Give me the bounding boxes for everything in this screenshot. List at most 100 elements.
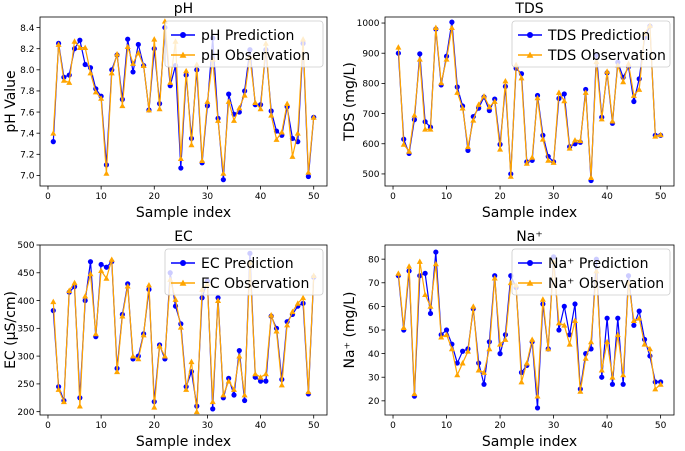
- na-legend-prediction-marker: [527, 260, 533, 266]
- ec-observation-point: [289, 308, 296, 315]
- ph-observation-point: [294, 130, 301, 136]
- ec-observation-point: [273, 328, 280, 334]
- ec-prediction-point: [263, 378, 269, 384]
- tds-x-tick-label: 50: [655, 192, 667, 202]
- ph-observation-point: [145, 106, 152, 113]
- ph-observation-point: [183, 67, 190, 74]
- na-y-tick-label: 20: [368, 397, 380, 407]
- ec-observation-point: [220, 392, 227, 398]
- na-observation-point: [448, 345, 455, 352]
- ph-observation-point: [151, 36, 158, 42]
- na-legend-observation-label: Na⁺ Observation: [548, 276, 664, 292]
- ph-y-tick-label: 8.2: [20, 45, 34, 55]
- tds-observation-point: [454, 89, 461, 95]
- na-observation-point: [566, 341, 573, 347]
- ec-observation-point: [76, 403, 83, 409]
- ph-y-tick-label: 7.2: [20, 151, 34, 161]
- tds-observation-point: [534, 94, 541, 101]
- tds-observation-point: [571, 137, 578, 143]
- na-x-tick-label: 0: [390, 421, 396, 431]
- na-prediction-point: [427, 310, 434, 317]
- tds-prediction-point: [449, 19, 455, 25]
- ec-observation-point: [135, 355, 142, 362]
- na-observation-point: [497, 341, 504, 347]
- ph-legend: pH Prediction pH Observation: [164, 20, 324, 68]
- tds-y-tick-label: 800: [362, 80, 379, 90]
- ec-observation-point: [82, 293, 89, 299]
- na-observation-point: [652, 386, 659, 392]
- ph-prediction-point: [220, 177, 226, 183]
- ec-observation-point: [140, 332, 147, 338]
- na-observation-point: [545, 345, 552, 352]
- ec-legend-observation-marker: [179, 279, 187, 286]
- tds-legend-prediction-label: TDS Prediction: [547, 28, 650, 44]
- ec-prediction-point: [236, 347, 242, 354]
- tds-legend: TDS Prediction TDS Observation: [511, 20, 671, 68]
- na-observation-point: [657, 381, 664, 387]
- ec-observation-point: [193, 408, 200, 415]
- ph-observation-point: [252, 99, 259, 105]
- ph-observation-point: [289, 153, 296, 159]
- tds-y-tick-label: 1000: [357, 19, 380, 29]
- ec-observation-point: [92, 330, 99, 337]
- ec-observation-point: [55, 386, 62, 392]
- ph-observation-point: [177, 155, 184, 161]
- tds-observation-point: [566, 145, 573, 151]
- ph-observation-point: [71, 38, 78, 44]
- ec-legend-prediction-marker: [180, 260, 186, 266]
- na-y-axis-label: Na⁺ (mg/L): [342, 292, 358, 369]
- ph-observation-point: [230, 117, 237, 123]
- tds-y-axis-label: TDS (mg/L): [342, 62, 358, 142]
- ec-observation-point: [172, 296, 179, 302]
- na-prediction-point: [609, 381, 616, 387]
- tds-observation-point: [400, 141, 407, 147]
- tds-observation-point: [555, 89, 562, 95]
- ph-x-tick-label: 10: [95, 192, 107, 202]
- ec-y-axis-label: EC (μS/cm): [3, 291, 19, 369]
- na-observation-point: [523, 360, 530, 366]
- tds-observation-point: [422, 126, 429, 132]
- ec-observation-point: [98, 267, 105, 273]
- ec-observation-point: [230, 386, 237, 392]
- ec-observation-point: [71, 279, 78, 286]
- ph-observation-point: [310, 114, 317, 120]
- ec-panel: 0 10 20 30 40 50 200 250 300 350 400 450 500 EC Sample…: [3, 229, 328, 450]
- na-observation-point: [395, 270, 402, 276]
- tds-prediction-point: [631, 98, 637, 105]
- ph-observation-point: [103, 170, 110, 176]
- ph-prediction-point: [305, 173, 311, 180]
- ph-x-tick-label: 0: [45, 192, 51, 202]
- na-observation-point: [529, 336, 536, 342]
- ec-y-tick-label: 350: [17, 325, 34, 335]
- na-observation-point: [555, 319, 562, 326]
- ec-observation-point: [119, 313, 126, 319]
- ph-legend-observation-label: pH Observation: [201, 48, 310, 64]
- ec-observation-point: [300, 294, 307, 301]
- ph-observation-point: [108, 69, 115, 76]
- tds-observation-point: [395, 44, 402, 50]
- ec-x-tick-label: 50: [308, 421, 320, 431]
- ec-y-tick-label: 400: [17, 297, 34, 307]
- ec-observation-point: [209, 398, 216, 405]
- na-observation-point: [454, 371, 461, 378]
- na-prediction-point: [647, 353, 653, 359]
- tds-y-tick-label: 700: [362, 110, 379, 120]
- na-observation-point: [416, 258, 423, 264]
- ec-observation-point: [188, 358, 195, 365]
- ec-prediction-point: [87, 259, 94, 265]
- ph-y-tick-label: 7.4: [20, 129, 35, 139]
- ec-observation-point: [262, 370, 269, 377]
- na-x-tick-label: 40: [601, 421, 613, 431]
- ec-observation-point: [161, 353, 168, 359]
- ph-x-tick-label: 50: [308, 192, 320, 202]
- na-prediction-point: [481, 381, 487, 387]
- ph-legend-prediction-label: pH Prediction: [201, 28, 294, 44]
- ph-y-axis-label: pH Value: [3, 70, 19, 132]
- ec-observation-point: [215, 297, 222, 303]
- na-prediction-point: [604, 315, 610, 321]
- tds-observation-line: [397, 23, 661, 178]
- na-observation-point: [427, 303, 434, 309]
- na-prediction-point: [620, 381, 626, 387]
- tds-x-tick-label: 40: [601, 192, 613, 202]
- ec-observation-point: [257, 374, 264, 380]
